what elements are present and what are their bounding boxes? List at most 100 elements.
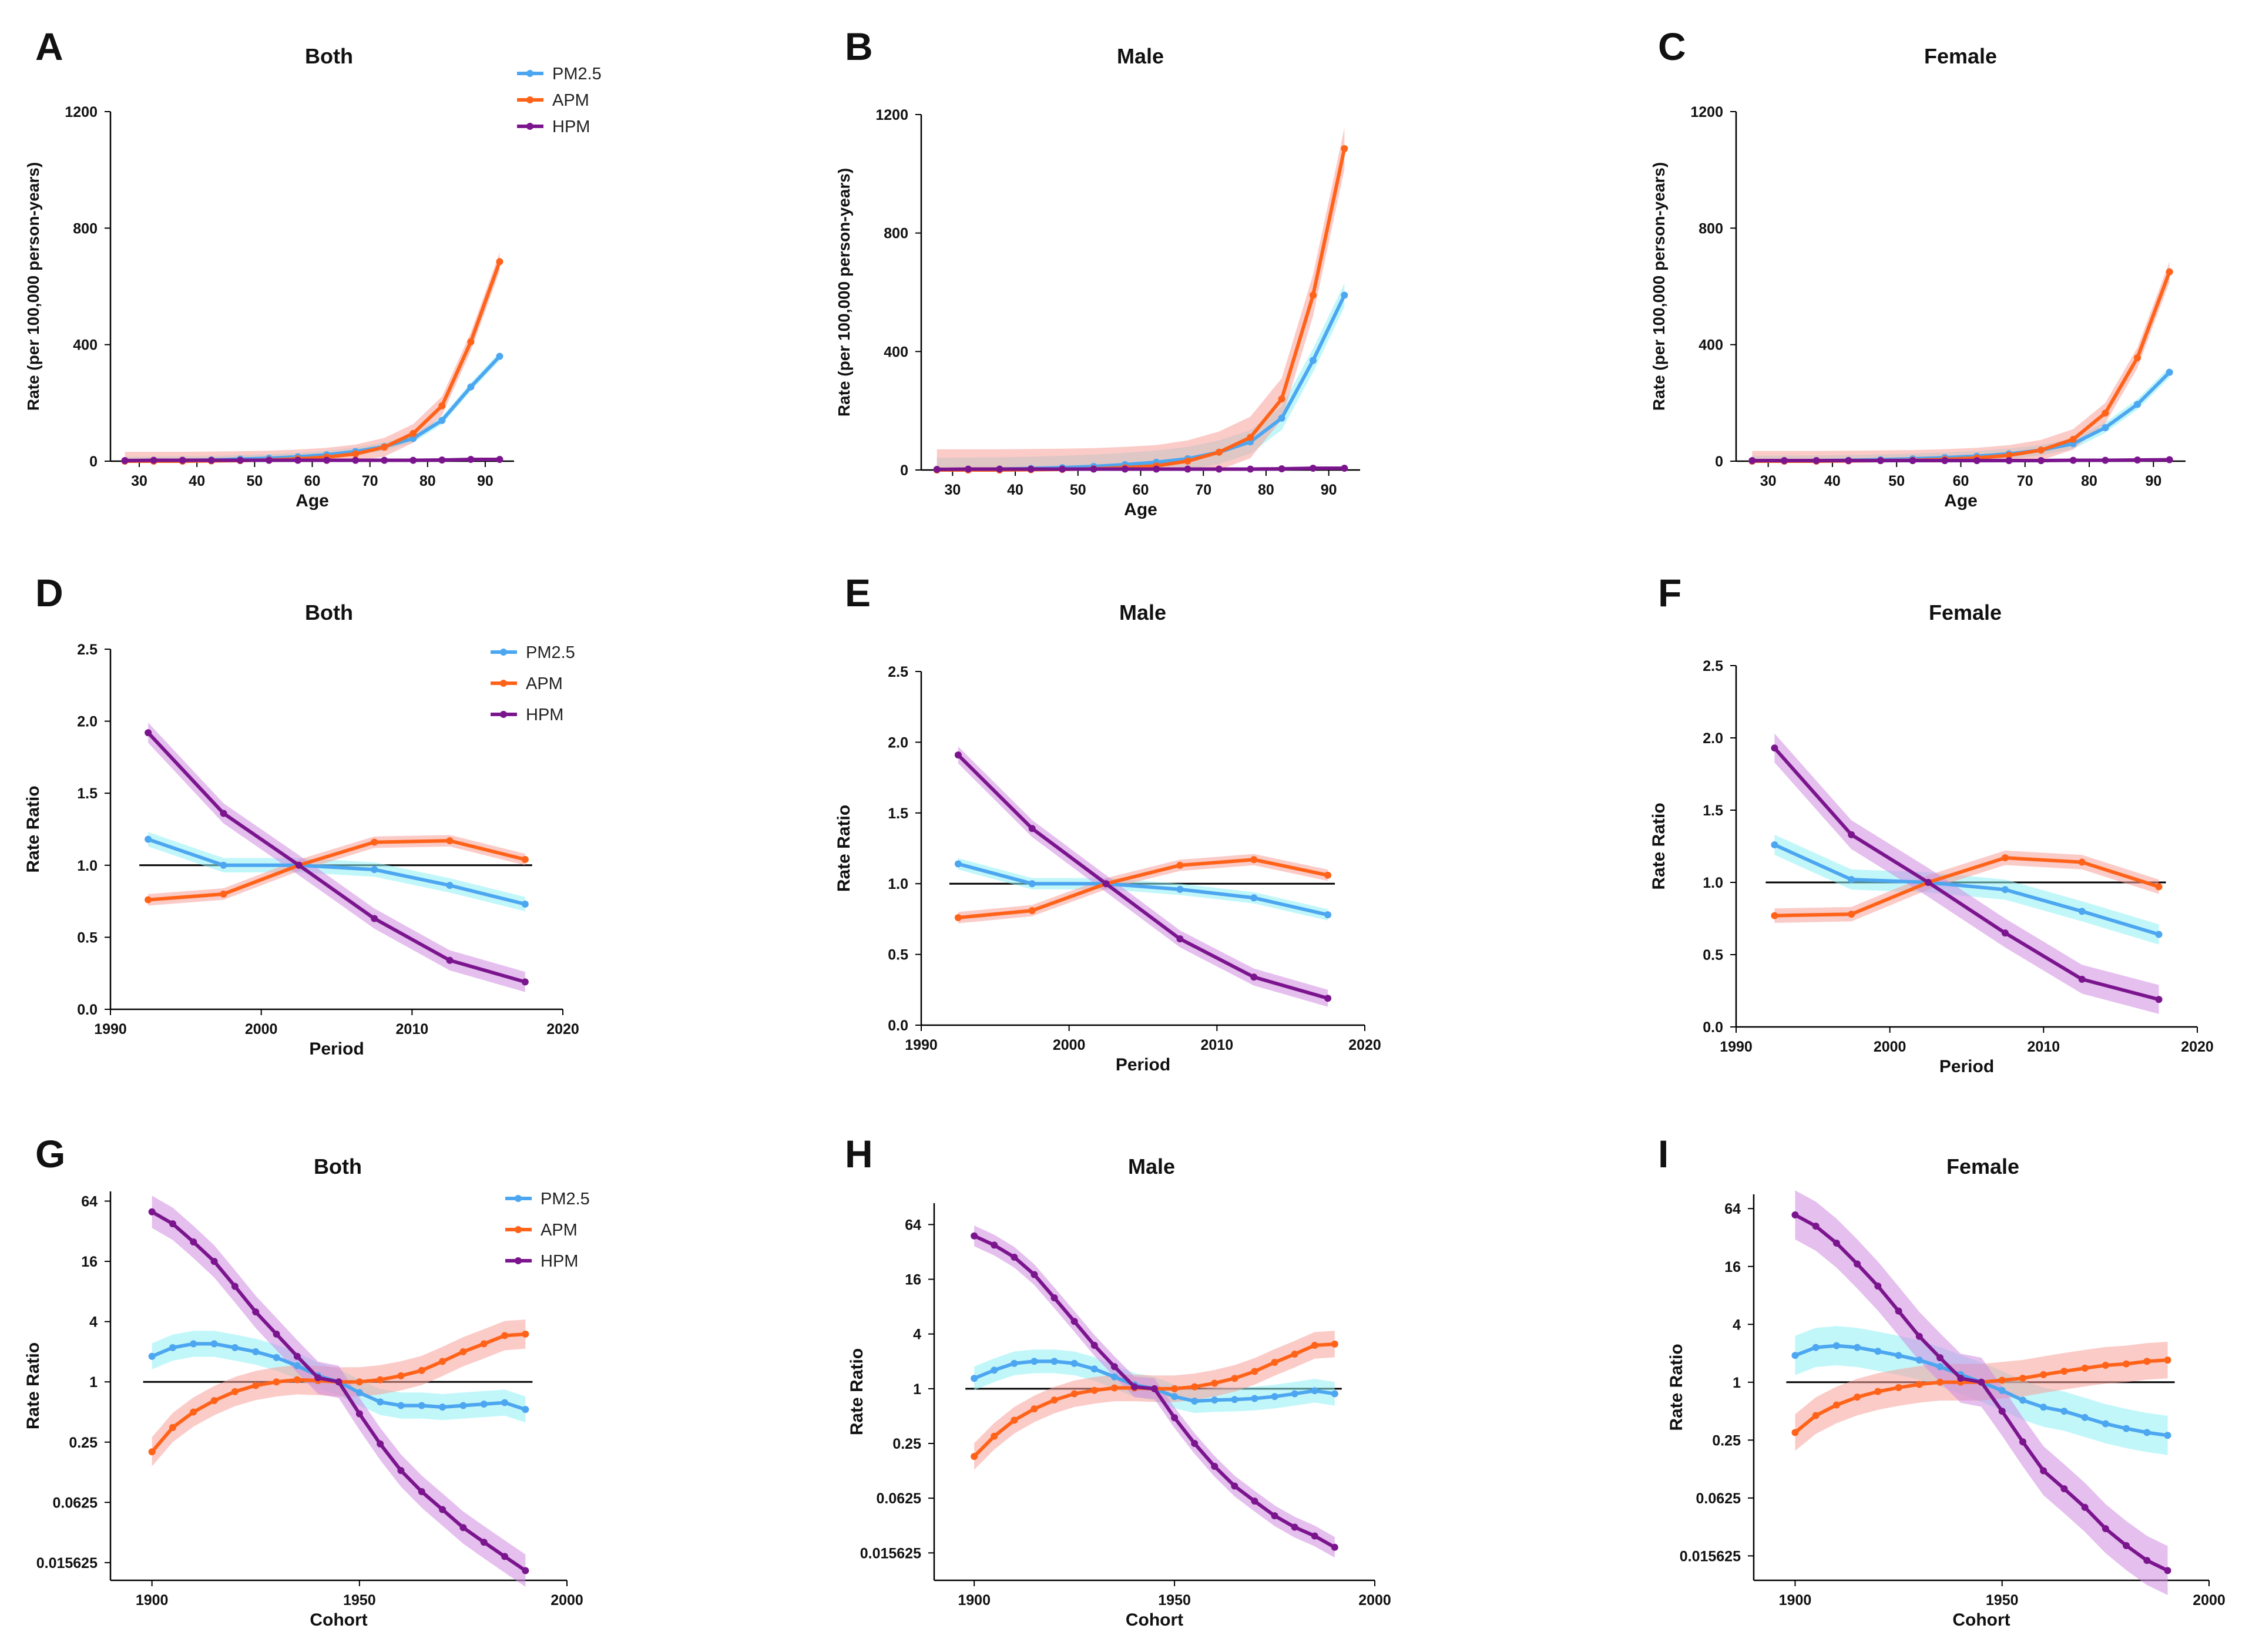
y-tick-label: 0 [900, 462, 908, 479]
data-point-apm [397, 1372, 405, 1379]
x-tick-label: 2000 [1053, 1037, 1086, 1053]
data-point-hpm [1059, 465, 1066, 473]
data-point-hpm [377, 1440, 384, 1448]
y-tick-label: 800 [884, 226, 908, 242]
x-tick-label: 2010 [2028, 1039, 2060, 1055]
data-point-hpm [1247, 465, 1254, 473]
data-point-hpm [1028, 825, 1036, 832]
data-point-pm2-5 [1848, 876, 1855, 884]
data-point-apm [1030, 1405, 1038, 1413]
data-point-apm [2123, 1360, 2130, 1368]
x-tick-label: 80 [2081, 473, 2097, 489]
panel-title: Both [305, 44, 353, 68]
x-tick-label: 1990 [94, 1021, 127, 1037]
x-tick-label: 1950 [1158, 1592, 1191, 1609]
panel-g: G Both 0.015625 0.0625 0.25 1 4 16 64 1900 1950 200… [24, 1132, 590, 1630]
data-point-apm [2102, 409, 2109, 417]
data-point-hpm [521, 978, 529, 986]
x-tick-label: 40 [1007, 482, 1023, 498]
data-point-hpm [1251, 1497, 1258, 1505]
data-point-hpm [2078, 975, 2086, 983]
y-tick-label: 400 [884, 344, 908, 360]
x-tick-label: 30 [944, 482, 961, 498]
x-tick-label: 50 [1070, 482, 1086, 498]
ci-band-pm2-5 [958, 858, 1328, 921]
data-point-hpm [409, 456, 417, 464]
data-point-hpm [996, 465, 1003, 473]
data-point-apm [1291, 1351, 1298, 1358]
panel-c: C Female 0 400 800 1200 30 40 50 60 70 80 90 Age Rate … [1650, 25, 2186, 511]
data-point-hpm [991, 1241, 998, 1249]
y-tick-label: 0.0 [1703, 1019, 1723, 1036]
y-tick-label: 0.015625 [860, 1545, 921, 1562]
ci-band-pm2-5 [148, 832, 525, 912]
x-tick-label: 60 [304, 473, 321, 489]
data-point-hpm [1050, 1294, 1058, 1302]
y-tick-label: 0.0 [77, 1002, 98, 1018]
data-point-hpm [971, 1232, 978, 1240]
x-tick-label: 30 [131, 473, 147, 489]
x-tick-label: 80 [419, 473, 436, 489]
data-point-hpm [1812, 457, 1820, 465]
data-point-hpm [438, 456, 446, 464]
data-point-hpm [2164, 1567, 2171, 1574]
series-line-apm [146, 839, 527, 902]
legend-marker-apm [526, 96, 533, 103]
y-tick-label: 0.0 [888, 1018, 908, 1034]
data-point-pm2-5 [169, 1344, 176, 1351]
y-tick-label: 0.015625 [36, 1555, 98, 1572]
data-point-pm2-5 [521, 901, 529, 908]
data-point-hpm [265, 456, 273, 464]
data-point-hpm [2102, 456, 2109, 464]
legend-label-apm: APM [541, 1221, 578, 1240]
data-point-apm [438, 402, 446, 409]
data-point-pm2-5 [377, 1398, 384, 1406]
y-tick-label: 16 [1724, 1259, 1741, 1275]
y-tick-label: 1.5 [77, 785, 98, 802]
data-point-hpm [1030, 1271, 1038, 1278]
legend-marker-pm2-5 [500, 649, 507, 656]
data-point-apm [2040, 1371, 2047, 1378]
x-axis-title: Age [296, 491, 329, 511]
x-axis-title: Age [1944, 491, 1978, 511]
data-point-apm [2164, 1356, 2171, 1364]
legend-label-pm2-5: PM2.5 [541, 1190, 590, 1208]
legend-marker-hpm [526, 123, 533, 130]
data-point-pm2-5 [1050, 1358, 1058, 1365]
y-tick-label: 1.0 [888, 876, 908, 892]
data-point-hpm [1748, 457, 1756, 465]
data-point-apm [1791, 1429, 1799, 1436]
data-point-pm2-5 [371, 866, 378, 874]
data-point-apm [1915, 1381, 1923, 1388]
data-point-apm [2001, 854, 2009, 862]
data-point-pm2-5 [1915, 1356, 1923, 1364]
data-point-apm [459, 1348, 467, 1355]
ci-band-apm [974, 1331, 1335, 1470]
data-point-pm2-5 [446, 882, 454, 889]
data-point-apm [2019, 1375, 2026, 1382]
data-point-apm [1324, 871, 1332, 879]
panel-title: Female [1946, 1154, 2019, 1178]
data-point-pm2-5 [1309, 357, 1317, 364]
data-point-hpm [1151, 1385, 1158, 1392]
data-point-hpm [323, 456, 331, 464]
y-tick-label: 2.5 [888, 664, 908, 680]
y-tick-label: 400 [73, 337, 98, 354]
x-tick-label: 80 [1258, 482, 1274, 498]
data-point-hpm [1941, 457, 1949, 465]
data-point-apm [1832, 1401, 1840, 1409]
data-point-pm2-5 [1110, 1373, 1118, 1381]
data-point-apm [2078, 858, 2086, 866]
x-tick-label: 90 [477, 473, 494, 489]
data-point-pm2-5 [2060, 1408, 2068, 1415]
data-point-apm [2102, 1361, 2109, 1369]
data-point-hpm [1130, 1383, 1138, 1391]
legend-label-hpm: HPM [526, 706, 563, 724]
data-point-pm2-5 [2166, 368, 2173, 376]
data-point-pm2-5 [273, 1354, 280, 1361]
data-point-pm2-5 [438, 417, 446, 424]
data-point-apm [496, 258, 503, 266]
y-tick-label: 2.0 [1703, 730, 1723, 747]
x-tick-label: 90 [1321, 482, 1337, 498]
